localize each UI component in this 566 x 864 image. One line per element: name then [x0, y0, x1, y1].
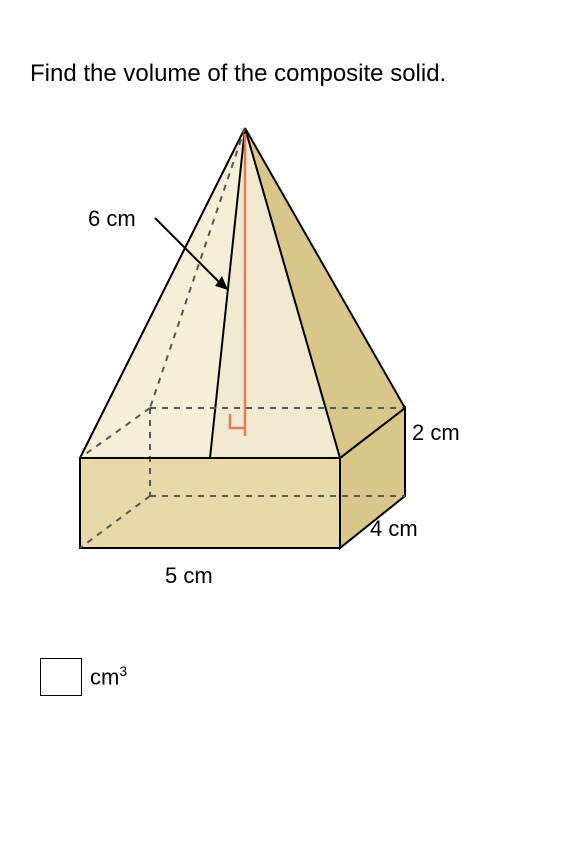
question-text: Find the volume of the composite solid. — [30, 60, 536, 88]
answer-unit: cm3 — [90, 663, 127, 690]
answer-input[interactable] — [40, 658, 82, 696]
label-prism-width: 5 cm — [165, 563, 213, 589]
composite-solid-diagram: 6 cm 2 cm 4 cm 5 cm — [50, 118, 430, 598]
label-prism-depth: 4 cm — [370, 516, 418, 542]
prism-front-face — [80, 458, 340, 548]
label-pyramid-height: 6 cm — [88, 206, 136, 232]
label-prism-height: 2 cm — [412, 420, 460, 446]
answer-row: cm3 — [40, 658, 536, 696]
